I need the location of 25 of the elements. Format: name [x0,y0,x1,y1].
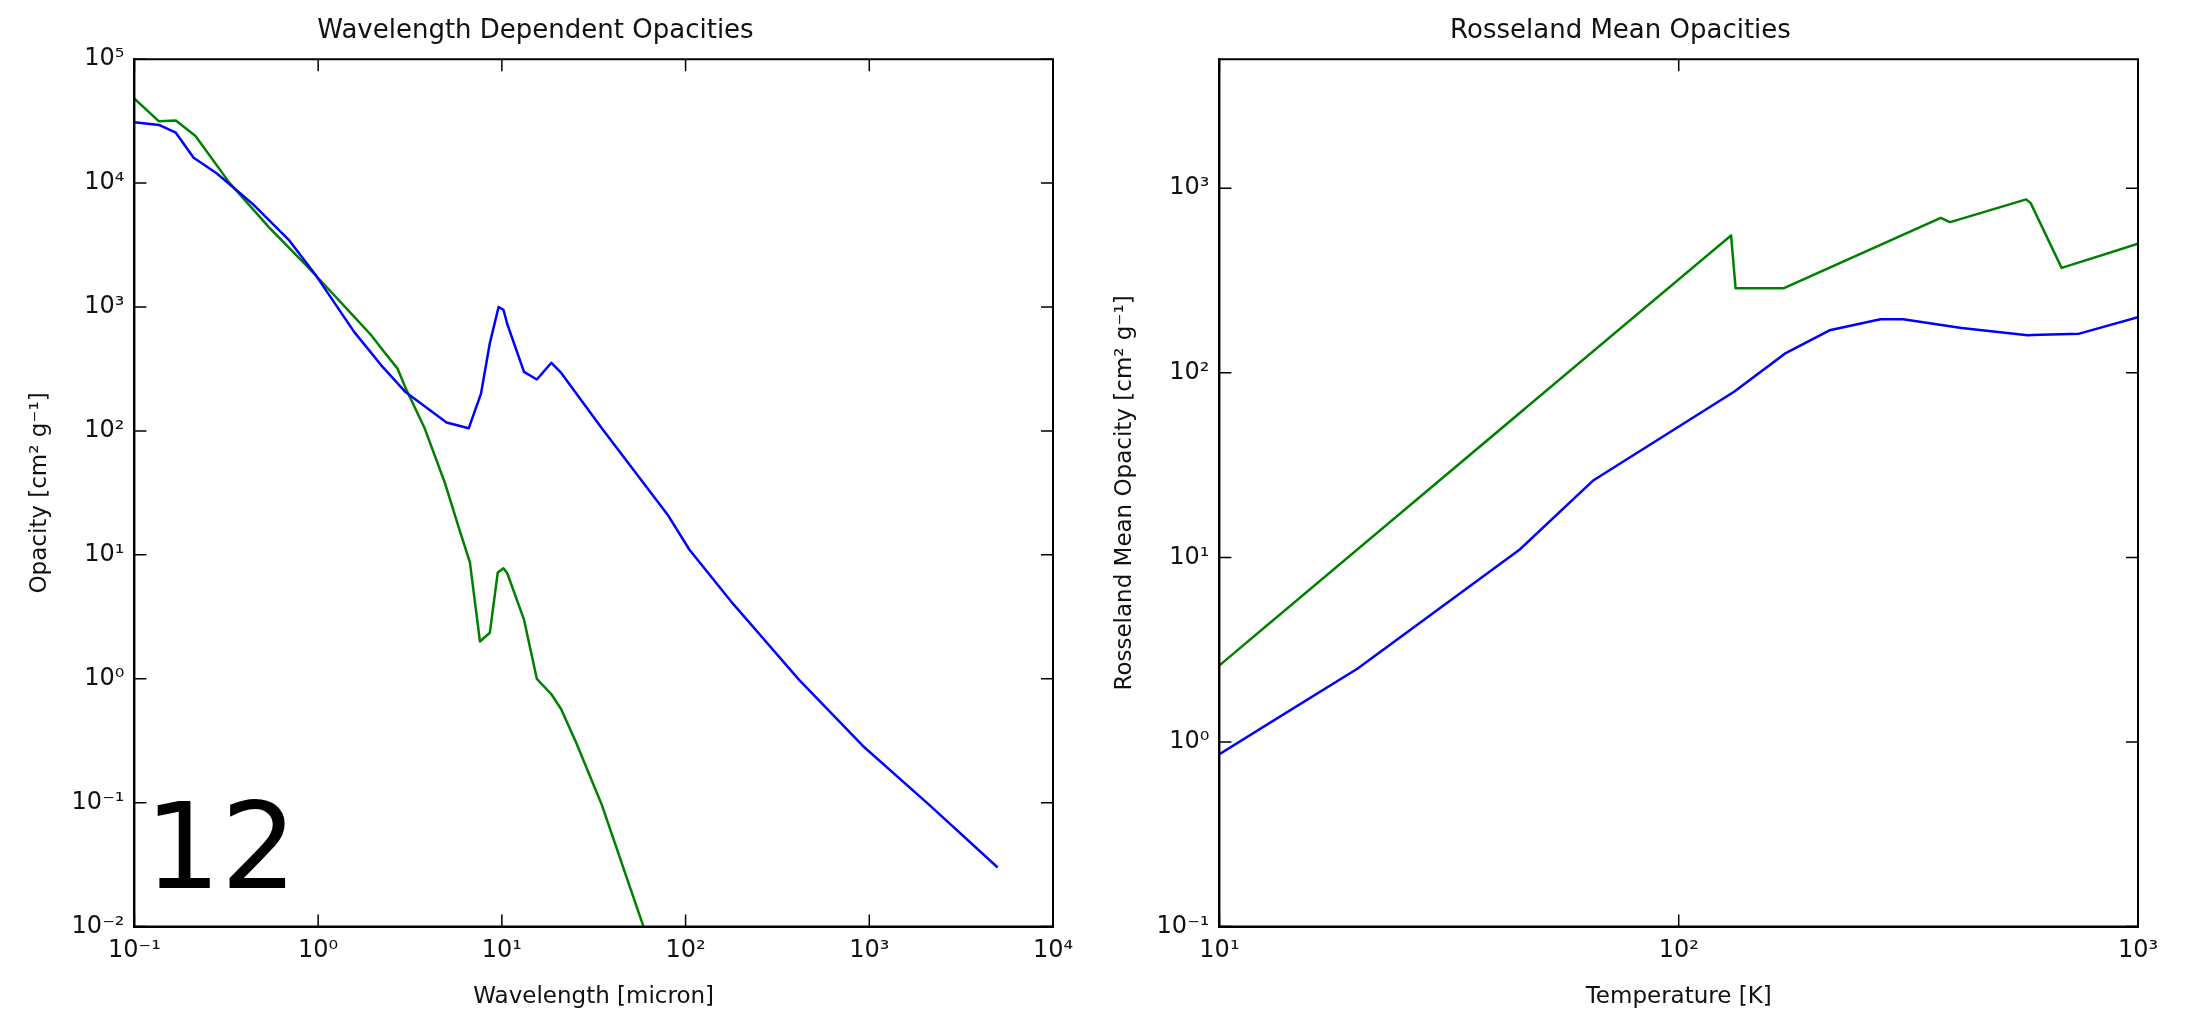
y-axis-title: Rosseland Mean Opacity [cm² g⁻¹] [1109,295,1136,691]
y-tick-label: 10⁰ [84,663,125,692]
y-tick-label: 10² [84,415,125,444]
y-tick-label: 10² [1169,357,1210,386]
y-tick-label: 10⁰ [1169,726,1210,755]
annotation: 12 [144,776,298,916]
chart-title: Wavelength Dependent Opacities [317,14,754,45]
x-tick-label: 10³ [849,935,890,964]
y-tick-label: 10⁻¹ [71,786,125,815]
y-tick-label: 10³ [1169,172,1210,201]
y-tick-label: 10⁵ [84,43,125,72]
x-tick-label: 10² [1658,935,1699,964]
x-tick-label: 10² [665,935,706,964]
chart-title: Rosseland Mean Opacities [1450,14,1791,45]
y-tick-label: 10⁴ [84,167,125,196]
y-axis-title: Opacity [cm² g⁻¹] [24,392,51,594]
y-tick-label: 10¹ [84,539,125,568]
x-tick-label: 10³ [2117,935,2159,964]
x-tick-label: 10⁴ [1032,935,1074,964]
y-tick-label: 10³ [84,291,125,320]
x-tick-label: 10⁰ [298,935,339,964]
x-axis-title: Temperature [K] [1584,982,1772,1009]
y-tick-label: 10¹ [1169,541,1210,570]
x-tick-label: 10¹ [481,935,522,964]
x-axis-title: Wavelength [micron] [473,982,715,1009]
